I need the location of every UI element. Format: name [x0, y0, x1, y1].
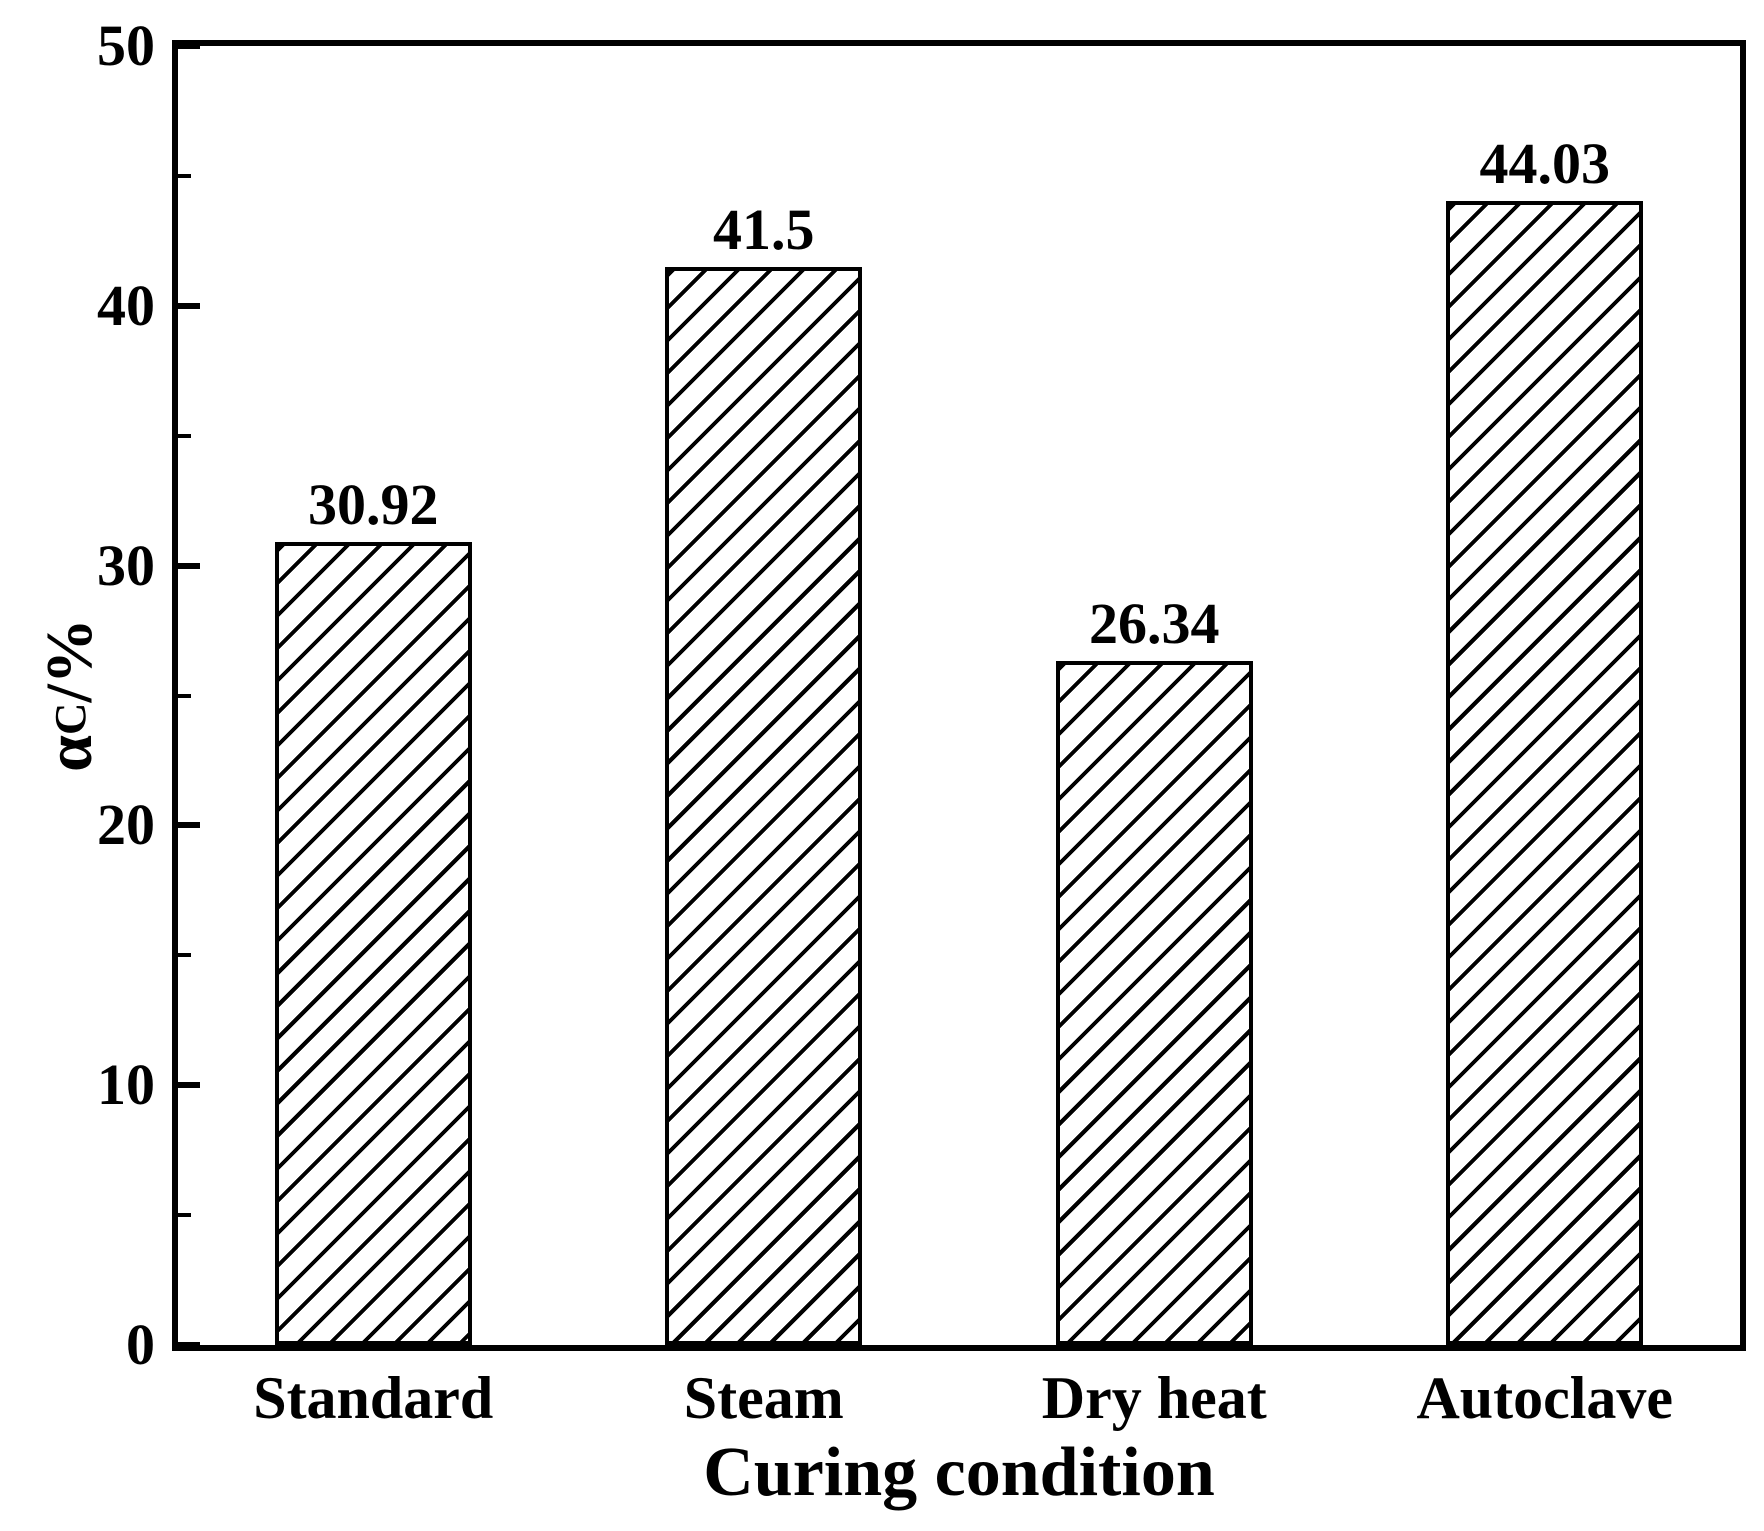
- y-major-tick: [178, 302, 200, 309]
- bar-value-label-standard: 30.92: [308, 471, 439, 537]
- bar-standard: [274, 541, 472, 1345]
- y-tick-label: 10: [97, 1052, 155, 1118]
- bar-steam: [665, 266, 863, 1345]
- y-tick-label: 40: [97, 272, 155, 338]
- y-minor-tick: [178, 173, 191, 178]
- y-tick-label: 50: [97, 13, 155, 78]
- y-axis-label-suffix: /%: [33, 618, 106, 703]
- bar-dry-heat: [1055, 660, 1253, 1345]
- y-major-tick: [178, 562, 200, 569]
- y-minor-tick: [178, 693, 191, 698]
- y-tick-label: 30: [97, 532, 155, 598]
- y-tick-label: 0: [126, 1312, 155, 1377]
- y-minor-tick: [178, 1213, 191, 1218]
- y-major-tick: [178, 822, 200, 829]
- bar-autoclave: [1446, 201, 1644, 1345]
- y-tick-label: 20: [97, 792, 155, 858]
- y-major-tick: [178, 1342, 200, 1348]
- plot-area: 30.92 41.5 26.34 44.03: [172, 40, 1746, 1351]
- y-major-tick: [178, 43, 200, 49]
- x-tick-label-standard: Standard: [253, 1365, 494, 1431]
- bar-value-label-dry-heat: 26.34: [1089, 590, 1220, 656]
- x-tick-label-autoclave: Autoclave: [1416, 1365, 1674, 1431]
- y-minor-tick: [178, 433, 191, 438]
- bar-value-label-autoclave: 44.03: [1479, 131, 1611, 197]
- y-minor-tick: [178, 953, 191, 958]
- x-axis-label: Curing condition: [703, 1434, 1215, 1511]
- y-major-tick: [178, 1082, 200, 1089]
- x-tick-label-steam: Steam: [683, 1365, 844, 1431]
- bar-value-label-steam: 41.5: [713, 196, 815, 262]
- x-tick-label-dry-heat: Dry heat: [1041, 1365, 1267, 1431]
- y-axis-label-symbol: α: [33, 734, 106, 772]
